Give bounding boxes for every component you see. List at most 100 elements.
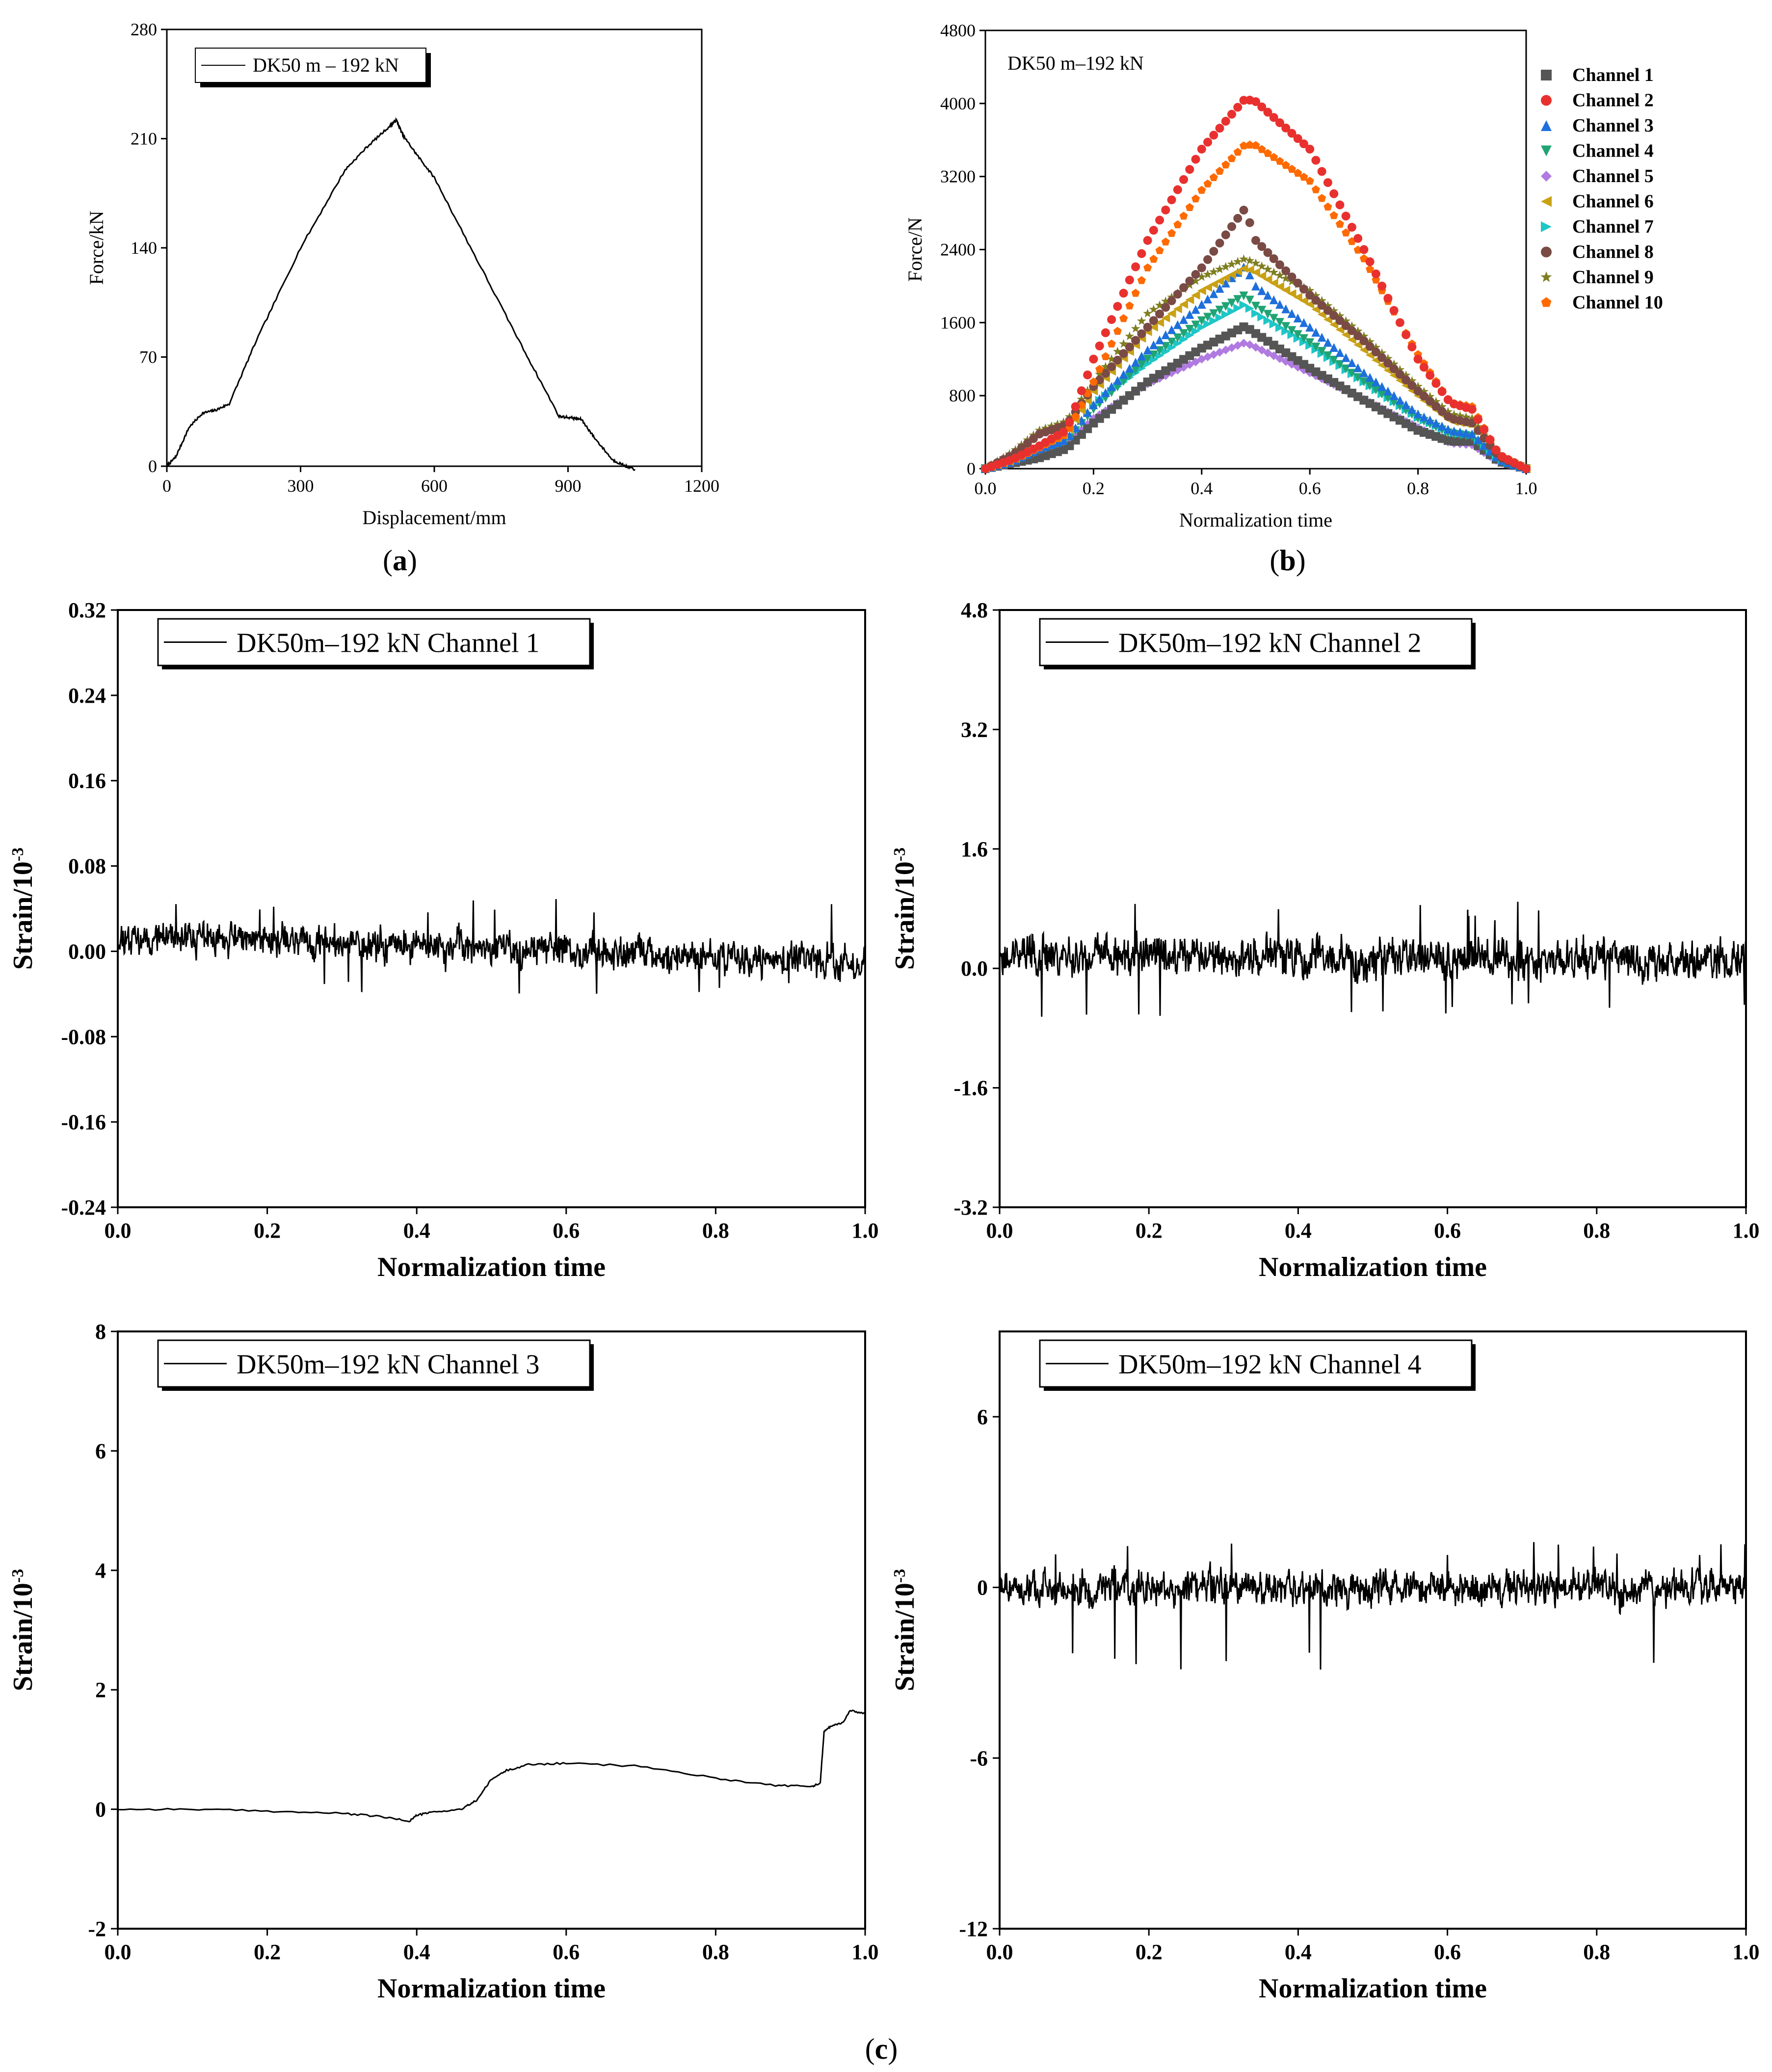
data-point: [1107, 382, 1116, 391]
y-tick-label: 140: [131, 238, 157, 258]
data-point: [1263, 291, 1272, 300]
data-point: [1335, 360, 1345, 369]
data-point: [1335, 200, 1345, 210]
data-point: [1317, 301, 1326, 310]
data-point: [1173, 185, 1182, 194]
data-point: [1161, 303, 1170, 312]
x-axis-label: Normalization time: [377, 1973, 606, 2004]
data-point: [1413, 409, 1423, 419]
y-axis-label-exponent: -3: [9, 848, 27, 861]
y-tick-label: 0.08: [68, 854, 106, 878]
data-point: [1287, 129, 1296, 138]
data-point: [1311, 291, 1321, 300]
data-point: [1407, 405, 1417, 414]
data-point: [1455, 427, 1465, 437]
data-point: [1125, 301, 1134, 310]
y-tick-label: 8: [95, 1320, 106, 1344]
data-point: [1215, 305, 1224, 315]
x-tick-label: 300: [288, 476, 314, 496]
x-tick-label: 0: [162, 476, 171, 496]
data-point: [1341, 321, 1350, 330]
data-point: [1263, 310, 1272, 319]
data-point: [1426, 397, 1435, 406]
legend: Channel 1 Channel 2 Channel 3 Channel 4 Chan…: [1540, 65, 1663, 313]
data-point: [1185, 165, 1194, 174]
data-point: [1299, 172, 1308, 181]
data-point: [1431, 418, 1441, 427]
data-point: [1419, 387, 1429, 396]
strain-line: [999, 902, 1747, 1017]
data-point: [1395, 365, 1405, 374]
data-point: [1251, 301, 1260, 311]
x-axis-label: Normalization time: [1259, 1252, 1487, 1282]
series-channel-2: [981, 96, 1531, 473]
data-point: [1467, 413, 1477, 423]
data-point: [1281, 273, 1291, 283]
data-point: [1131, 366, 1140, 375]
data-point: [1167, 338, 1176, 347]
data-point: [1137, 249, 1146, 258]
y-tick-label: -0.16: [61, 1110, 106, 1134]
data-point: [1221, 117, 1230, 126]
plot-frame: [166, 28, 703, 467]
data-point: [1263, 264, 1272, 273]
data-point: [1395, 396, 1404, 405]
data-point: [1480, 425, 1489, 434]
data-point: [1371, 347, 1380, 357]
legend-label: DK50m–192 kN Channel 4: [1118, 1350, 1422, 1380]
data-point: [1167, 296, 1176, 305]
data-point: [1215, 276, 1224, 286]
data-point: [1467, 429, 1477, 439]
x-tick-label: 0.4: [1190, 478, 1213, 498]
data-point: [1203, 283, 1213, 292]
y-tick-label: 0.24: [68, 684, 106, 708]
data-point: [1269, 295, 1278, 304]
data-point: [1113, 302, 1122, 311]
data-point: [1185, 203, 1194, 211]
caption-a: (a): [383, 544, 417, 577]
x-axis-label: Normalization time: [1259, 1973, 1487, 2004]
data-point: [1335, 348, 1345, 357]
data-point: [1239, 206, 1248, 215]
data-point: [1359, 245, 1369, 254]
data-point: [1131, 323, 1140, 333]
data-point: [1299, 139, 1308, 149]
caption-c: (c): [865, 2033, 898, 2065]
data-point: [1149, 316, 1158, 325]
legend-marker: [1541, 297, 1552, 307]
data-point: [1317, 296, 1327, 305]
legend-marker: [1541, 221, 1552, 232]
data-point: [1179, 329, 1189, 338]
data-point: [1323, 178, 1332, 187]
data-point: [1173, 304, 1182, 314]
data-point: [1191, 194, 1200, 203]
y-tick-label: 4.8: [961, 598, 988, 622]
data-point: [1293, 134, 1302, 143]
x-tick-label: 0.2: [254, 1219, 281, 1243]
data-point: [1311, 185, 1320, 193]
series-channel-1: [981, 322, 1531, 473]
data-point: [1383, 293, 1393, 303]
data-point: [1395, 318, 1404, 327]
data-point: [1329, 189, 1339, 198]
x-axis-label: Normalization time: [1179, 509, 1332, 531]
x-tick-label: 0.6: [1299, 478, 1321, 498]
x-tick-label: 0.2: [1083, 478, 1105, 498]
data-point: [1366, 265, 1375, 273]
y-tick-label: 4800: [940, 21, 976, 40]
data-point: [1131, 262, 1140, 271]
data-point: [1179, 315, 1189, 324]
data-point: [1227, 298, 1237, 308]
data-point: [1461, 412, 1471, 422]
data-point: [1191, 305, 1200, 314]
data-point: [1191, 291, 1200, 300]
data-point: [1239, 291, 1248, 300]
data-point: [1251, 343, 1260, 352]
data-point: [1335, 316, 1345, 325]
y-axis-label: Force/N: [904, 217, 926, 282]
data-point: [1149, 355, 1158, 364]
data-point: [1474, 435, 1483, 444]
data-point: [1299, 296, 1308, 305]
data-point: [1402, 375, 1411, 385]
data-point: [1275, 323, 1284, 332]
